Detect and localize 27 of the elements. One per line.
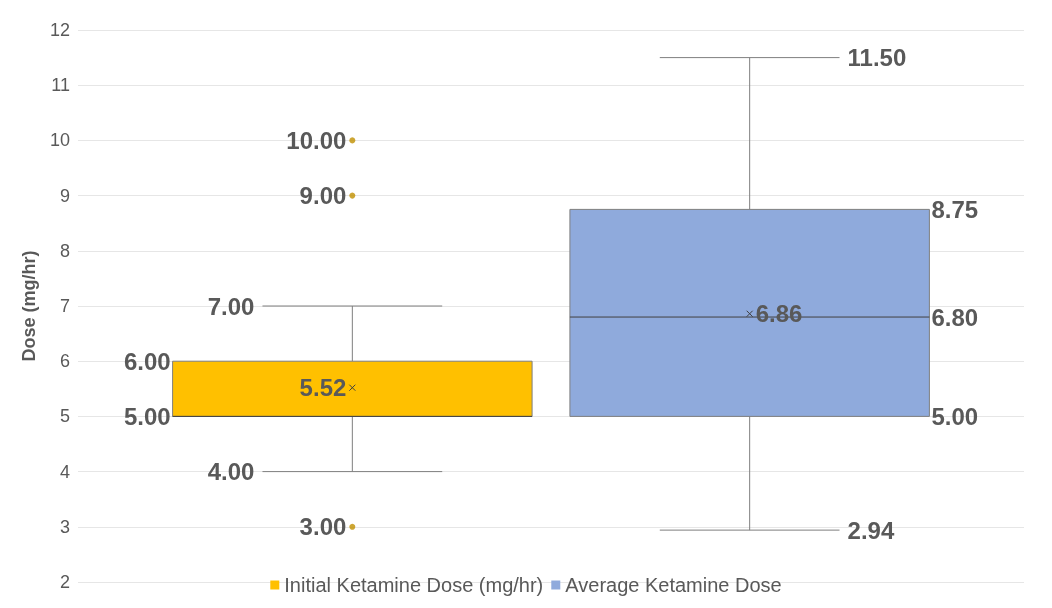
annotation: 5.00 (123, 402, 171, 430)
annotation: 9.00 (299, 182, 347, 210)
y-tick-label: 7 (59, 296, 70, 316)
y-tick-label: 5 (59, 406, 70, 427)
annotation: 5.52 (299, 374, 347, 402)
annotation: 4.00 (207, 458, 255, 486)
y-axis-title: Dose (mg/hr) (19, 250, 39, 362)
y-tick-label: 4 (59, 461, 70, 482)
annotation: 6.80 (931, 303, 979, 331)
annotation: 5.00 (931, 402, 979, 430)
annotation: 7.00 (207, 292, 255, 320)
annotation: 3.00 (299, 513, 347, 541)
annotation: 2.94 (847, 516, 895, 544)
y-tick-label: 11 (51, 75, 70, 96)
y-tick-label: 3 (59, 516, 70, 537)
legend-label: Average Ketamine Dose (565, 574, 782, 596)
y-tick-label: 10 (49, 130, 70, 151)
annotation: 10.00 (286, 126, 347, 154)
annotation: 6.00 (123, 347, 171, 375)
annotation: 8.75 (931, 195, 979, 223)
annotation: 11.50 (847, 44, 907, 72)
y-tick-label: 12 (49, 20, 70, 40)
y-tick-label: 2 (59, 572, 70, 592)
y-tick-label: 6 (59, 351, 70, 372)
legend-label: Initial Ketamine Dose (mg/hr) (284, 574, 544, 596)
y-tick-label: 9 (59, 185, 70, 206)
y-tick-label: 8 (59, 240, 70, 261)
